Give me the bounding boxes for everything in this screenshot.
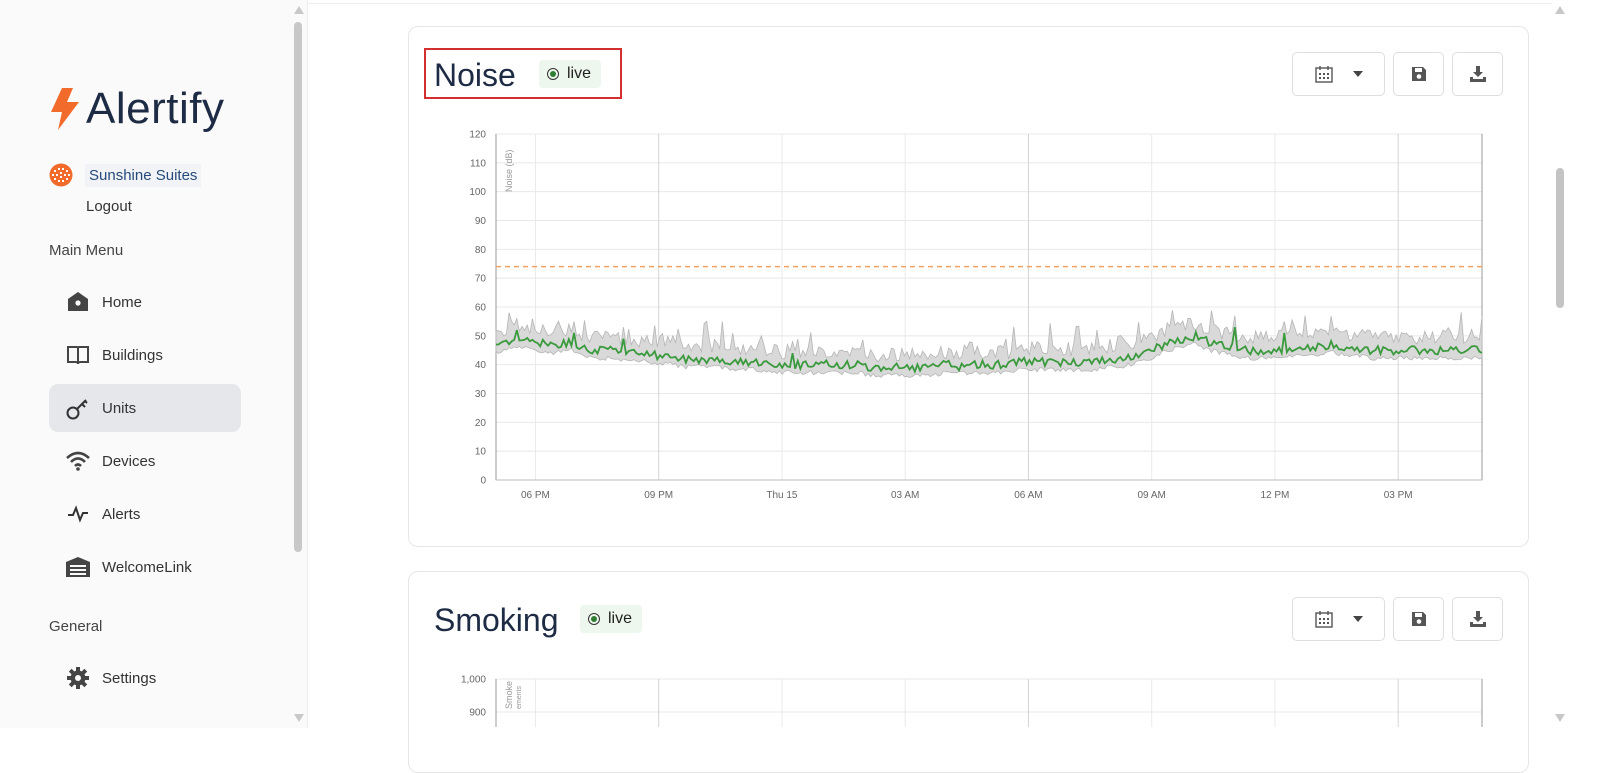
y-tick-label: 60 — [475, 303, 487, 314]
org-name: Sunshine Suites — [85, 163, 202, 187]
plot-area — [495, 678, 1483, 727]
smoking-download-button[interactable] — [1452, 597, 1503, 641]
logout-link[interactable]: Logout — [86, 198, 132, 215]
y-tick-label: 40 — [475, 360, 487, 371]
scroll-up-arrow-icon[interactable] — [1555, 6, 1565, 14]
gear-icon — [65, 665, 91, 691]
x-tick-label: 03 PM — [1384, 490, 1413, 501]
save-icon — [1411, 612, 1426, 626]
sidebar-item-welcomelink[interactable]: WelcomeLink — [49, 543, 241, 591]
smoking-date-range-button[interactable] — [1292, 597, 1385, 641]
main-scroll-thumb[interactable] — [1556, 168, 1564, 308]
y-tick-label: 20 — [475, 418, 487, 429]
sidebar-item-label: Devices — [102, 452, 156, 470]
sidebar-item-buildings[interactable]: Buildings — [49, 331, 241, 379]
live-label: live — [567, 65, 592, 82]
x-tick-label: 06 AM — [1014, 490, 1042, 501]
sidebar-scrollbar[interactable] — [291, 6, 305, 722]
y-tick-label: 50 — [475, 331, 487, 342]
y-tick-label: 10 — [475, 447, 487, 458]
y-tick-label: 110 — [470, 158, 486, 169]
calendar-icon — [1314, 611, 1333, 628]
noise-date-range-button[interactable] — [1292, 52, 1385, 96]
sidebar: Alertify Sunshine Suites Logout Main Men… — [0, 0, 308, 728]
download-icon — [1469, 66, 1486, 82]
y-tick-label: 0 — [480, 476, 486, 487]
y-tick-label: 1,000 — [461, 675, 486, 686]
pulse-icon — [65, 501, 91, 527]
noise-card: Noise live 0 10 20 30 40 50 60 70 80 90 100 110 120 0… — [408, 26, 1529, 547]
noise-live-badge: live — [539, 60, 602, 88]
scroll-up-arrow-icon[interactable] — [294, 6, 304, 14]
sidebar-item-settings[interactable]: Settings — [49, 654, 241, 702]
smoking-card: Smoking live 900 1,000 Smoke ements — [408, 571, 1529, 773]
live-radio-icon — [588, 613, 600, 625]
noise-save-button[interactable] — [1393, 52, 1444, 96]
sidebar-item-label: Home — [102, 293, 143, 311]
org-switcher[interactable]: Sunshine Suites — [49, 163, 202, 187]
calendar-icon — [1314, 66, 1333, 83]
noise-title: Noise — [434, 57, 516, 93]
smoking-live-badge: live — [580, 605, 643, 633]
y-tick-label: 80 — [475, 245, 487, 256]
download-icon — [1469, 611, 1486, 627]
org-avatar-icon — [49, 163, 73, 187]
sidebar-item-devices[interactable]: Devices — [49, 437, 241, 485]
x-tick-label: 12 PM — [1260, 490, 1289, 501]
highlight-box — [424, 48, 622, 99]
top-divider — [307, 0, 1552, 4]
scroll-down-arrow-icon[interactable] — [294, 714, 304, 722]
home-icon — [65, 289, 91, 315]
y-axis-label-2: ements — [516, 686, 523, 709]
key-icon — [65, 395, 91, 421]
brand-logo[interactable]: Alertify — [48, 84, 224, 134]
live-label: live — [608, 610, 633, 627]
x-tick-label: 03 AM — [891, 490, 919, 501]
sidebar-item-units[interactable]: Units — [49, 384, 241, 432]
y-axis-label: Smoke — [504, 681, 514, 709]
x-tick-label: 06 PM — [521, 490, 550, 501]
sidebar-scroll-thumb[interactable] — [294, 22, 302, 552]
y-tick-label: 100 — [469, 187, 486, 198]
caret-down-icon — [1352, 616, 1363, 622]
garage-icon — [65, 554, 91, 580]
brand-name: Alertify — [86, 84, 225, 133]
sidebar-item-label: Buildings — [102, 346, 163, 364]
book-icon — [65, 342, 91, 368]
y-tick-label: 70 — [475, 274, 487, 285]
y-tick-label: 900 — [469, 708, 486, 719]
smoking-save-button[interactable] — [1393, 597, 1444, 641]
y-tick-label: 120 — [469, 130, 486, 141]
series-line — [495, 327, 1483, 375]
general-heading: General — [49, 618, 103, 635]
sidebar-item-label: Alerts — [102, 505, 141, 523]
noise-chart: 0 10 20 30 40 50 60 70 80 90 100 110 120 06 PM 09 PM Th… — [469, 130, 1483, 501]
scroll-down-arrow-icon[interactable] — [1555, 714, 1565, 722]
bolt-icon — [51, 88, 79, 130]
sidebar-item-alerts[interactable]: Alerts — [49, 490, 241, 538]
sidebar-item-label: WelcomeLink — [102, 558, 192, 576]
sidebar-item-label: Units — [102, 399, 137, 417]
y-tick-label: 90 — [475, 216, 487, 227]
x-tick-label: 09 PM — [644, 490, 673, 501]
smoking-title: Smoking — [434, 602, 559, 638]
sidebar-item-label: Settings — [102, 669, 157, 687]
smoking-chart: 900 1,000 Smoke ements — [461, 675, 1483, 727]
x-tick-label: 09 AM — [1138, 490, 1166, 501]
noise-download-button[interactable] — [1452, 52, 1503, 96]
main-scrollbar[interactable] — [1552, 0, 1568, 728]
live-radio-icon — [547, 68, 559, 80]
y-axis-label: Noise (dB) — [504, 149, 514, 192]
wifi-icon — [65, 448, 91, 474]
caret-down-icon — [1352, 71, 1363, 77]
main-menu-heading: Main Menu — [49, 242, 124, 259]
y-tick-label: 30 — [475, 389, 487, 400]
x-tick-label: Thu 15 — [766, 490, 798, 501]
save-icon — [1411, 67, 1426, 81]
sidebar-item-home[interactable]: Home — [49, 278, 241, 326]
